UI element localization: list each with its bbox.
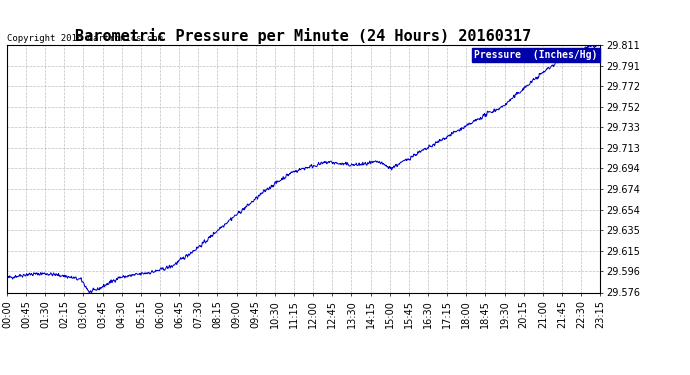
- Title: Barometric Pressure per Minute (24 Hours) 20160317: Barometric Pressure per Minute (24 Hours…: [75, 28, 532, 44]
- Text: Pressure  (Inches/Hg): Pressure (Inches/Hg): [474, 50, 598, 60]
- Text: Copyright 2016 Cartronics.com: Copyright 2016 Cartronics.com: [8, 33, 164, 42]
